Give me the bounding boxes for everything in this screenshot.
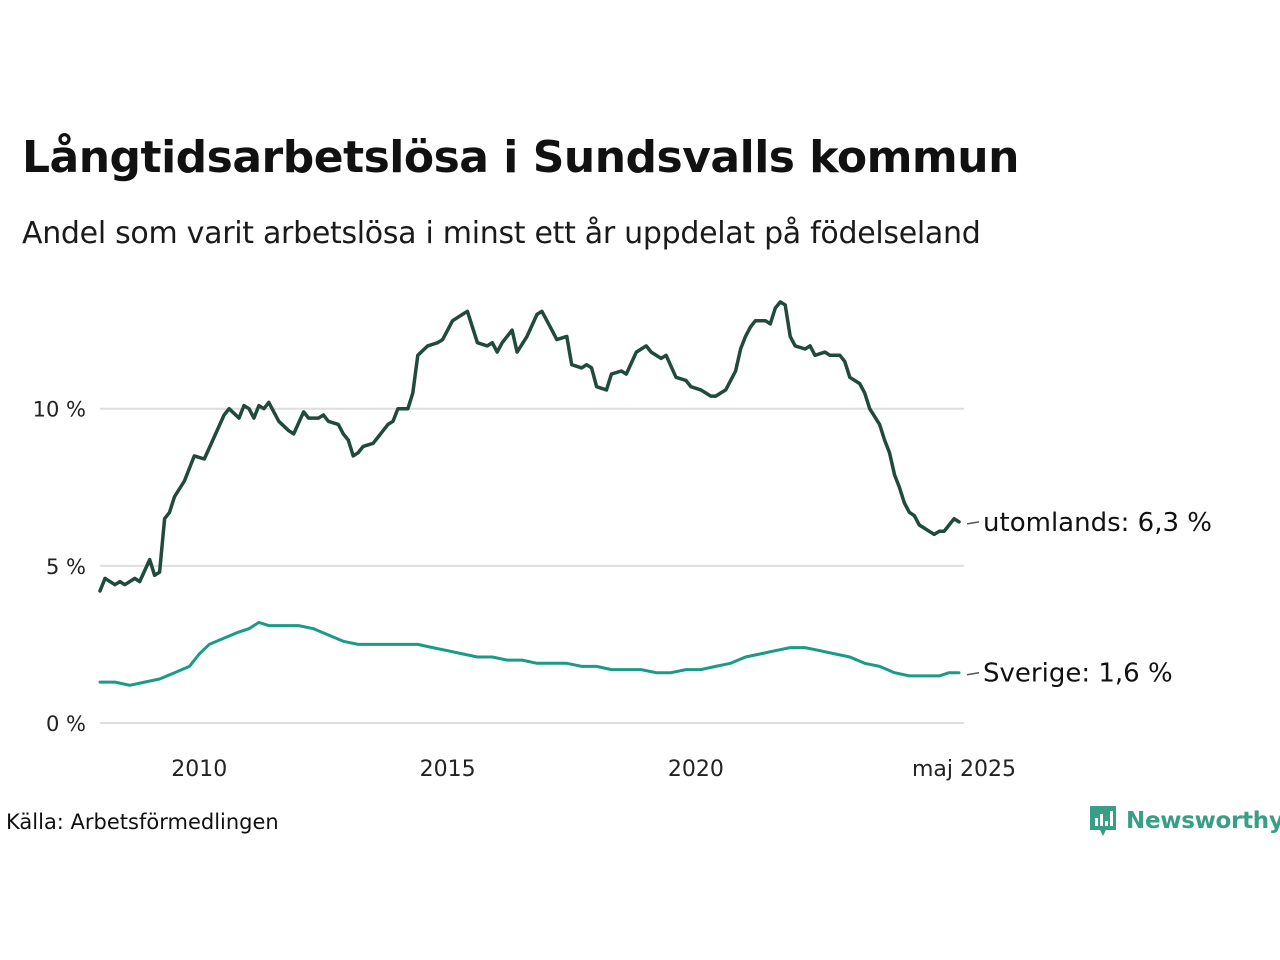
x-end-label: maj 2025 [912,757,1016,782]
brand-logo: Newsworthy [1088,804,1280,838]
end-label-connector [966,671,980,676]
chart-title: Långtidsarbetslösa i Sundsvalls kommun [22,132,1019,183]
series-line-1 [98,620,961,687]
series-end-label: utomlands: 6,3 % [983,508,1212,538]
x-tick-label: 2015 [420,757,476,782]
y-tick-label: 5 % [46,555,86,579]
x-tick-label: 2020 [668,757,724,782]
chart-subtitle: Andel som varit arbetslösa i minst ett å… [22,216,981,251]
y-tick-label: 0 % [46,712,86,736]
series-end-label: Sverige: 1,6 % [983,659,1173,689]
source-note: Källa: Arbetsförmedlingen [6,810,279,834]
newsworthy-logo-icon [1090,806,1116,836]
brand-name: Newsworthy [1126,808,1280,834]
end-label-connector [966,521,980,525]
series-line-0 [98,300,961,593]
x-tick-label: 2010 [171,757,227,782]
y-tick-label: 10 % [33,398,86,422]
